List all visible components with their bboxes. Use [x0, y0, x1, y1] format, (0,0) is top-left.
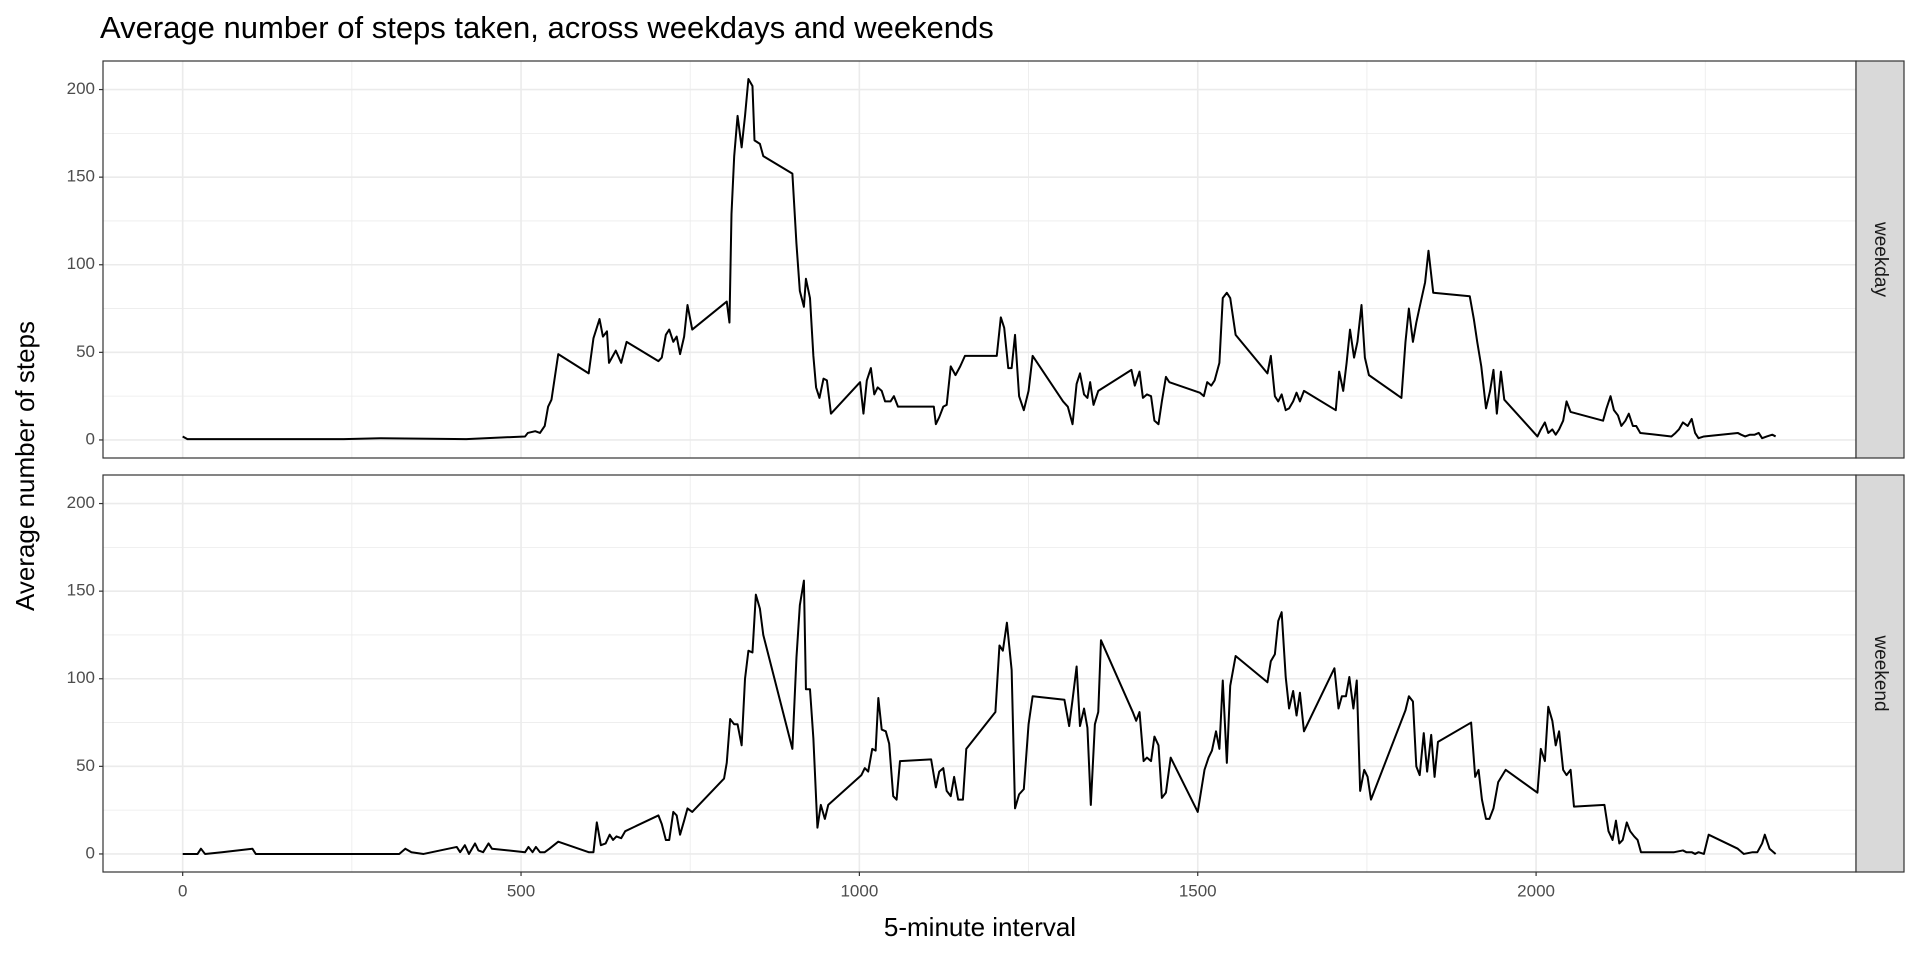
y-tick-label: 150	[67, 581, 95, 600]
x-tick-label: 500	[507, 881, 535, 900]
x-tick-label: 0	[178, 881, 187, 900]
data-line	[182, 78, 1777, 441]
facet-label: weekday	[1870, 221, 1891, 297]
x-tick-label: 2000	[1517, 881, 1555, 900]
y-tick-label: 0	[86, 843, 95, 862]
facet-strip	[1855, 474, 1905, 873]
x-tick-label: 1500	[1179, 881, 1217, 900]
panel-background	[103, 61, 1856, 458]
facet-label: weekend	[1870, 634, 1891, 711]
data-line	[182, 579, 1777, 855]
y-tick-label: 200	[67, 493, 95, 512]
y-tick-label: 150	[67, 167, 95, 186]
facet-strip	[1855, 60, 1905, 459]
y-tick-label: 0	[86, 429, 95, 448]
y-tick-label: 50	[76, 756, 95, 775]
chart-title: Average number of steps taken, across we…	[100, 10, 994, 45]
y-tick-label: 200	[67, 79, 95, 98]
y-tick-label: 50	[76, 342, 95, 361]
x-tick-label: 1000	[840, 881, 878, 900]
y-axis-title: Average number of steps	[10, 321, 40, 611]
y-tick-label: 100	[67, 254, 95, 273]
x-axis-title: 5-minute interval	[884, 912, 1076, 942]
y-tick-label: 100	[67, 668, 95, 687]
panel-background	[103, 475, 1856, 872]
